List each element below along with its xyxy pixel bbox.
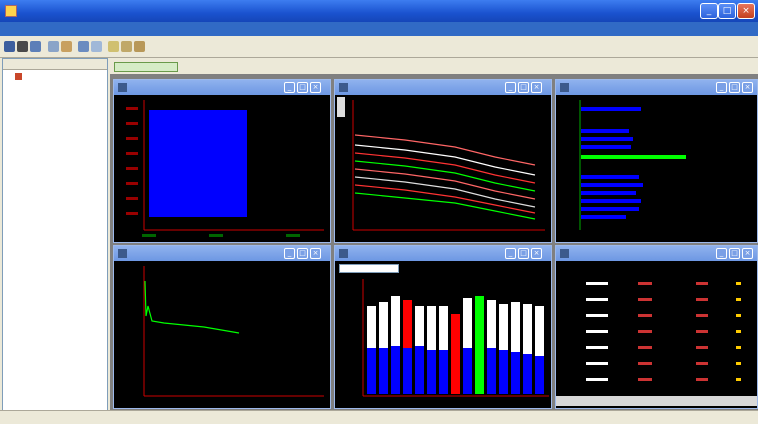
- panel-maximize-button[interactable]: □: [729, 82, 740, 93]
- trend-line: [144, 280, 240, 334]
- panel-minimize-button[interactable]: _: [716, 82, 727, 93]
- panel-close-button[interactable]: ×: [531, 82, 542, 93]
- channel-table-blocks: [586, 282, 741, 381]
- mdi-workspace: _ □ × _ □ ×: [110, 74, 758, 410]
- panel-6: _ □ ×: [555, 245, 758, 409]
- panel-icon: [339, 249, 348, 258]
- panel-5-plot: [362, 279, 549, 397]
- horizontal-bars: [581, 107, 686, 219]
- panel-4: _ □ ×: [113, 245, 331, 409]
- panel-minimize-button[interactable]: _: [284, 248, 295, 259]
- y-ticks: [126, 107, 138, 215]
- panel-4-titlebar: _ □ ×: [114, 246, 330, 261]
- panel-3-titlebar: _ □ ×: [556, 80, 757, 95]
- settings-icon[interactable]: [108, 41, 119, 52]
- tree-item-device[interactable]: [15, 73, 25, 80]
- panel-3-plot: [579, 100, 686, 230]
- panel-5: _ □ ×: [334, 245, 552, 409]
- save-icon[interactable]: [17, 41, 28, 52]
- panel-icon: [339, 83, 348, 92]
- panel-minimize-button[interactable]: _: [505, 248, 516, 259]
- panel-1-plot: [126, 100, 324, 237]
- panel-close-button[interactable]: ×: [531, 248, 542, 259]
- maximize-button[interactable]: □: [718, 3, 736, 19]
- panel-2: _ □ ×: [334, 79, 552, 243]
- panel-2-titlebar: _ □ ×: [335, 80, 551, 95]
- panel-minimize-button[interactable]: _: [505, 82, 516, 93]
- panel-icon: [560, 83, 569, 92]
- x-ticks: [142, 234, 300, 237]
- redo-icon[interactable]: [134, 41, 145, 52]
- print-icon[interactable]: [30, 41, 41, 52]
- horizontal-scrollbar[interactable]: [556, 396, 757, 406]
- panel-close-button[interactable]: ×: [742, 248, 753, 259]
- connect-icon[interactable]: [48, 41, 59, 52]
- open-icon[interactable]: [61, 41, 72, 52]
- undo-icon[interactable]: [121, 41, 132, 52]
- panel-maximize-button[interactable]: □: [729, 248, 740, 259]
- status-bar: [0, 410, 758, 424]
- panel-4-plot: [143, 266, 324, 397]
- panel-minimize-button[interactable]: _: [284, 82, 295, 93]
- scroll-handle[interactable]: [337, 97, 345, 117]
- panel-maximize-button[interactable]: □: [518, 82, 529, 93]
- device-icon: [15, 73, 22, 80]
- panel-maximize-button[interactable]: □: [297, 82, 308, 93]
- panel-icon: [560, 249, 569, 258]
- panel-minimize-button[interactable]: _: [716, 248, 727, 259]
- panel-5-titlebar: _ □ ×: [335, 246, 551, 261]
- menu-bar: [0, 22, 758, 36]
- title-bar: _ □ ×: [0, 0, 758, 22]
- app-icon: [5, 5, 17, 17]
- panel-2-plot: [337, 97, 545, 231]
- panel-icon: [118, 249, 127, 258]
- toolbar: [0, 36, 758, 58]
- stacked-bars: [367, 296, 544, 394]
- tab-active[interactable]: [114, 62, 178, 72]
- device-tree-panel: [2, 58, 108, 412]
- close-button[interactable]: ×: [737, 3, 755, 19]
- panel-1-titlebar: _ □ ×: [114, 80, 330, 95]
- panel-maximize-button[interactable]: □: [518, 248, 529, 259]
- paste-icon[interactable]: [91, 41, 102, 52]
- channel-select[interactable]: [339, 264, 399, 273]
- capacity-area: [149, 110, 247, 217]
- panel-3: _ □ ×: [555, 79, 758, 243]
- panel-close-button[interactable]: ×: [310, 248, 321, 259]
- panel-maximize-button[interactable]: □: [297, 248, 308, 259]
- panel-1: _ □ ×: [113, 79, 331, 243]
- device-tree-header: [3, 59, 107, 70]
- new-icon[interactable]: [4, 41, 15, 52]
- copy-icon[interactable]: [78, 41, 89, 52]
- panel-6-titlebar: _ □ ×: [556, 246, 757, 261]
- voltage-curves: [354, 134, 536, 220]
- panel-close-button[interactable]: ×: [742, 82, 753, 93]
- minimize-button[interactable]: _: [700, 3, 718, 19]
- panel-close-button[interactable]: ×: [310, 82, 321, 93]
- panel-icon: [118, 83, 127, 92]
